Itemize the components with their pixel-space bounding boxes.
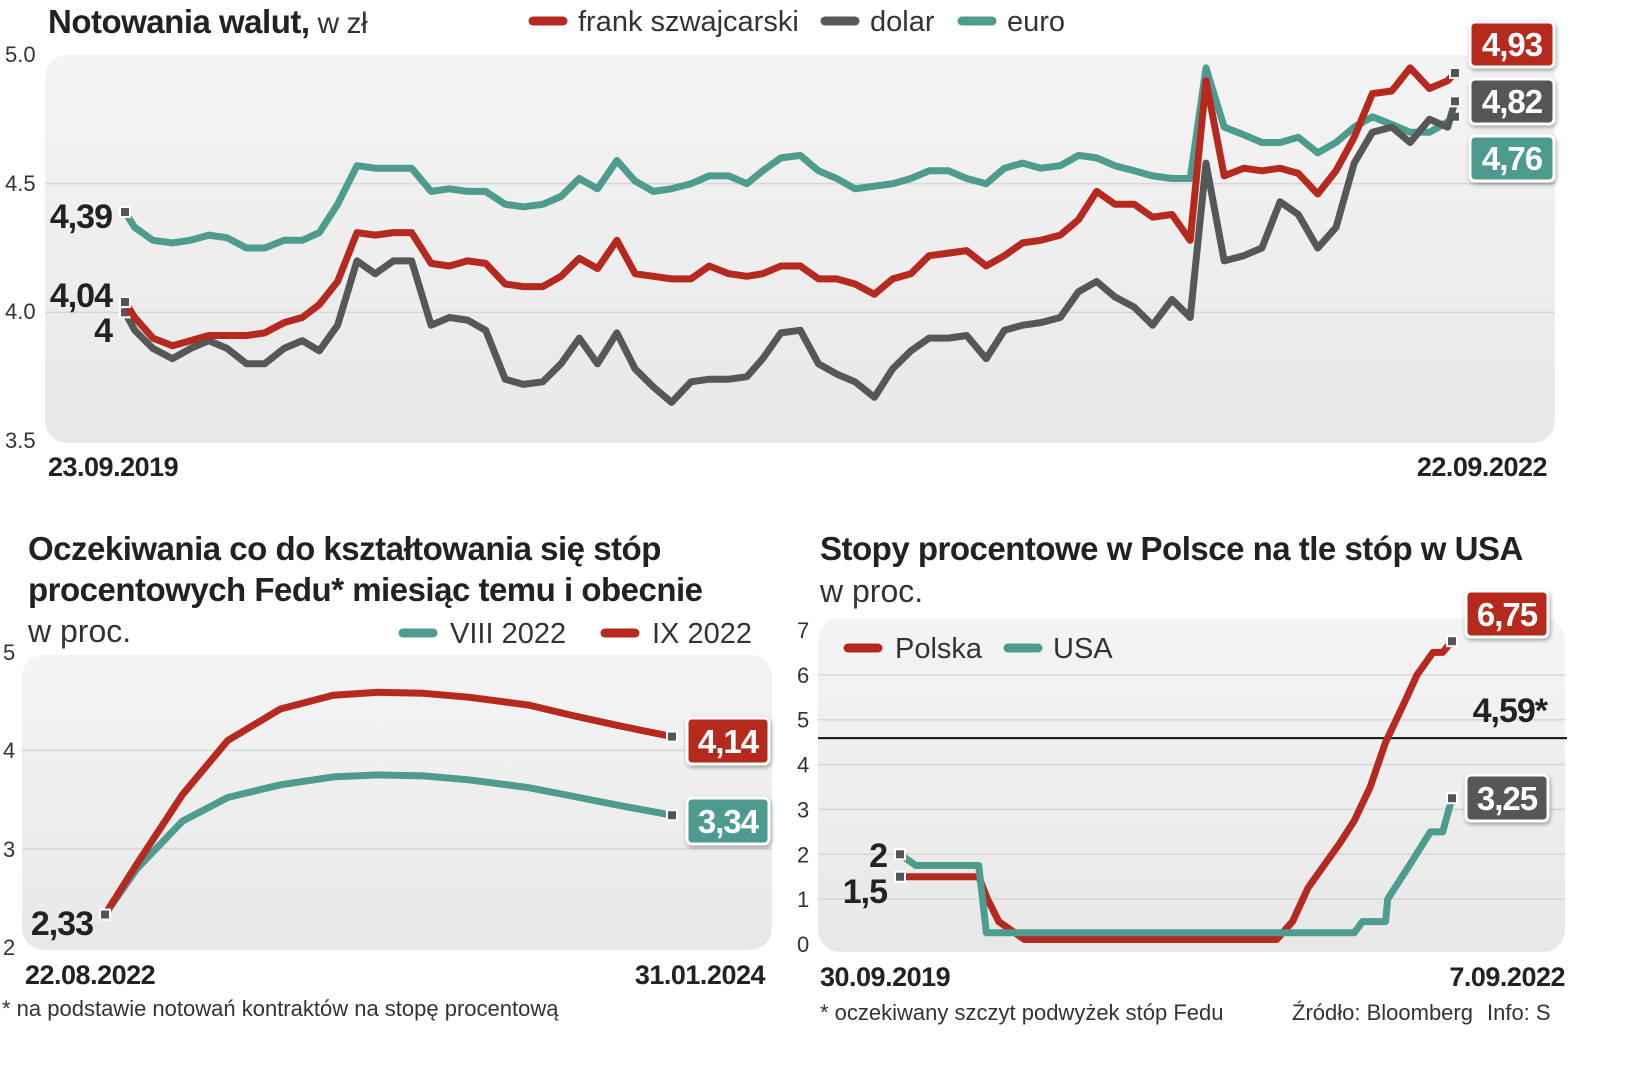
y-tick-label: 1	[797, 887, 809, 912]
y-tick-label: 0	[797, 932, 809, 957]
start-label-usa: 2	[869, 837, 887, 875]
y-tick-label: 2	[3, 935, 15, 960]
chart-title-line-2: procentowych Fedu* miesiąc temu i obecni…	[28, 571, 703, 608]
y-tick-label: 4.0	[5, 299, 36, 324]
y-tick-label: 6	[797, 663, 809, 688]
legend: frank szwajcarski dolar euro	[528, 6, 1065, 38]
end-label-usa: 3,25	[1477, 780, 1538, 817]
x-label-end: 7.09.2022	[1449, 962, 1565, 992]
end-label-frank: 4,93	[1482, 26, 1543, 63]
end-value-box-usa: 3,25	[1464, 773, 1550, 823]
series-line-viii-2022	[101, 771, 676, 918]
series-line-euro	[121, 64, 1459, 252]
legend-label-ix: IX 2022	[652, 618, 752, 650]
point-marker	[666, 730, 678, 743]
end-label-ix: 4,14	[698, 723, 760, 760]
y-tick-label: 3	[3, 837, 15, 862]
end-value-box-dolar: 4,82	[1468, 77, 1556, 126]
footnote: * oczekiwany szczyt podwyżek stóp Fedu	[820, 1000, 1224, 1025]
end-value-box-ix: 4,14	[685, 716, 771, 766]
plot-background	[45, 55, 1555, 443]
point-marker	[1449, 67, 1461, 80]
y-tick-label: 4.5	[5, 171, 36, 196]
end-value-box-polska: 6,75	[1464, 589, 1550, 639]
chart-title-line-1: Oczekiwania co do kształtowania się stóp	[28, 530, 661, 567]
end-label-euro: 4,76	[1482, 140, 1543, 177]
series-line-dolar	[121, 97, 1459, 406]
point-marker	[99, 908, 111, 921]
y-tick-label: 5	[797, 708, 809, 733]
legend-label-frank: frank szwajcarski	[578, 6, 799, 38]
point-marker	[119, 205, 131, 218]
legend-label-usa: USA	[1053, 633, 1113, 665]
start-label-dolar: 4	[94, 312, 113, 350]
legend-label-euro: euro	[1007, 6, 1065, 38]
series-line-frank-szwajcarski	[121, 64, 1459, 350]
end-label-viii: 3,34	[698, 803, 760, 840]
series-line-polska	[896, 637, 1456, 943]
point-marker	[894, 848, 906, 861]
source-credit: Źródło: Bloomberg Info: S	[1292, 1000, 1551, 1025]
start-label-polska: 1,5	[843, 873, 887, 911]
x-label-start: 23.09.2019	[48, 452, 179, 482]
point-marker	[1446, 792, 1458, 805]
end-label-dolar: 4,82	[1482, 83, 1543, 120]
chart-title: Notowania walut, w zł	[48, 3, 368, 40]
y-tick-label: 5.0	[5, 42, 36, 67]
end-value-box-frank: 4,93	[1468, 20, 1556, 69]
series-line-usa	[896, 794, 1456, 937]
x-label-end: 31.01.2024	[635, 960, 766, 990]
x-label-start: 30.09.2019	[820, 962, 951, 992]
y-tick-label: 3	[797, 797, 809, 822]
start-label-frank: 4,04	[50, 277, 113, 315]
series-line-ix-2022	[101, 688, 676, 918]
y-tick-label: 2	[797, 842, 809, 867]
legend-label-polska: Polska	[895, 633, 983, 665]
point-marker	[666, 809, 678, 822]
end-value-box-viii: 3,34	[685, 796, 771, 846]
chart-title: Stopy procentowe w Polsce na tle stóp w …	[820, 530, 1523, 567]
legend-label-dolar: dolar	[870, 6, 935, 38]
y-tick-label: 4	[3, 738, 15, 763]
y-tick-label: 4	[797, 753, 809, 778]
fed-expectations-chart: Oczekiwania co do kształtowania się stóp…	[2, 530, 772, 1021]
footnote: * na podstawie notowań kontraktów na sto…	[2, 996, 559, 1021]
y-tick-label: 7	[797, 618, 809, 643]
legend-label-viii: VIII 2022	[450, 618, 566, 650]
point-marker	[1446, 635, 1458, 648]
plot-background	[22, 655, 772, 950]
chart-subtitle: w proc.	[819, 573, 923, 609]
currency-chart: Notowania walut, w zł frank szwajcarski d…	[5, 3, 1556, 482]
reference-line-label: 4,59*	[1473, 692, 1549, 730]
x-label-start: 22.08.2022	[25, 960, 155, 990]
interest-rates-chart: Stopy procentowe w Polsce na tle stóp w …	[797, 530, 1567, 1025]
point-marker	[119, 296, 131, 309]
x-label-end: 22.09.2022	[1417, 452, 1547, 482]
plot-background	[818, 618, 1565, 952]
point-marker	[894, 870, 906, 883]
chart-subtitle: w proc.	[27, 613, 131, 649]
y-tick-label: 3.5	[5, 428, 36, 453]
start-label: 2,33	[31, 905, 93, 943]
start-label-euro: 4,39	[50, 198, 112, 236]
end-value-box-euro: 4,76	[1468, 134, 1556, 183]
point-marker	[1449, 95, 1461, 108]
end-label-polska: 6,75	[1477, 596, 1538, 633]
y-tick-label: 5	[3, 640, 15, 665]
